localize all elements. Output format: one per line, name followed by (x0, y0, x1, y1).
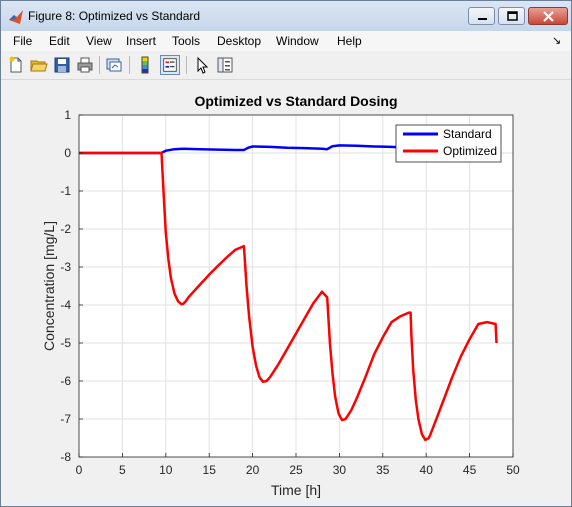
pointer-icon[interactable] (192, 55, 212, 75)
title-bar[interactable]: Figure 8: Optimized vs Standard (1, 1, 571, 31)
menu-window[interactable]: Window (276, 34, 319, 48)
legend-label-standard: Standard (443, 127, 492, 141)
dock-arrow-icon[interactable]: ↘ (552, 35, 562, 47)
y-tick-label: -4 (60, 298, 71, 312)
menu-help[interactable]: Help (337, 34, 362, 48)
matlab-logo-icon (9, 10, 23, 24)
menu-bar: File Edit View Insert Tools Desktop Wind… (1, 31, 571, 51)
close-icon (543, 11, 554, 22)
legend-label-optimized: Optimized (443, 144, 497, 158)
figure-toolbar (1, 52, 571, 80)
legend-box (395, 124, 502, 163)
x-tick-label: 10 (159, 463, 173, 477)
x-tick-label: 35 (376, 463, 390, 477)
maximize-icon (507, 11, 518, 21)
menu-file[interactable]: File (13, 34, 33, 48)
figure-canvas: 0 5 10 15 20 25 30 35 40 45 50 1 0 -1 -2 -3 -4 -5 -6 -7 -8 O… (1, 80, 571, 506)
y-tick-label: -3 (60, 260, 71, 274)
maximize-button[interactable] (498, 7, 525, 25)
toolbar-separator (186, 56, 187, 74)
menu-view[interactable]: View (86, 34, 112, 48)
menu-desktop[interactable]: Desktop (217, 34, 262, 48)
x-tick-label: 20 (246, 463, 260, 477)
print-icon[interactable] (75, 55, 95, 75)
y-tick-label: -7 (60, 412, 71, 426)
y-axis-label: Concentration [mg/L] (41, 221, 57, 351)
y-tick-label: -8 (60, 450, 71, 464)
y-tick-label: -2 (60, 222, 71, 236)
x-tick-label: 30 (333, 463, 347, 477)
x-tick-label: 50 (506, 463, 520, 477)
x-axis-label: Time [h] (271, 482, 321, 498)
toolbar-separator (129, 56, 130, 74)
minimize-icon (478, 18, 487, 20)
x-tick-label: 15 (203, 463, 217, 477)
link-plot-icon[interactable] (104, 55, 124, 75)
y-tick-label: -6 (60, 374, 71, 388)
close-button[interactable] (528, 7, 568, 25)
new-figure-icon[interactable] (6, 55, 26, 75)
x-tick-label: 5 (119, 463, 126, 477)
y-tick-label: 1 (64, 108, 71, 122)
toolbar-separator (99, 56, 100, 74)
menu-edit[interactable]: Edit (49, 34, 70, 48)
legend[interactable]: Standard Optimized (395, 124, 502, 163)
menu-insert[interactable]: Insert (126, 34, 157, 48)
property-inspector-icon[interactable] (215, 55, 235, 75)
y-tick-label: 0 (64, 146, 71, 160)
chart-title: Optimized vs Standard Dosing (194, 93, 397, 109)
y-tick-label: -5 (60, 336, 71, 350)
save-icon[interactable] (52, 55, 72, 75)
x-tick-label: 25 (289, 463, 303, 477)
minimize-button[interactable] (468, 7, 495, 25)
plot-lines[interactable] (79, 144, 498, 442)
series-line-optimized[interactable] (79, 151, 498, 442)
x-tick-label: 40 (420, 463, 434, 477)
insert-legend-icon[interactable] (160, 55, 180, 75)
y-tick-label: -1 (60, 184, 71, 198)
series-line-standard[interactable] (79, 144, 416, 155)
insert-colorbar-icon[interactable] (135, 55, 155, 75)
x-tick-label: 0 (76, 463, 83, 477)
x-tick-label: 45 (463, 463, 477, 477)
window-title: Figure 8: Optimized vs Standard (28, 9, 201, 23)
open-file-icon[interactable] (29, 55, 49, 75)
menu-tools[interactable]: Tools (172, 34, 201, 48)
